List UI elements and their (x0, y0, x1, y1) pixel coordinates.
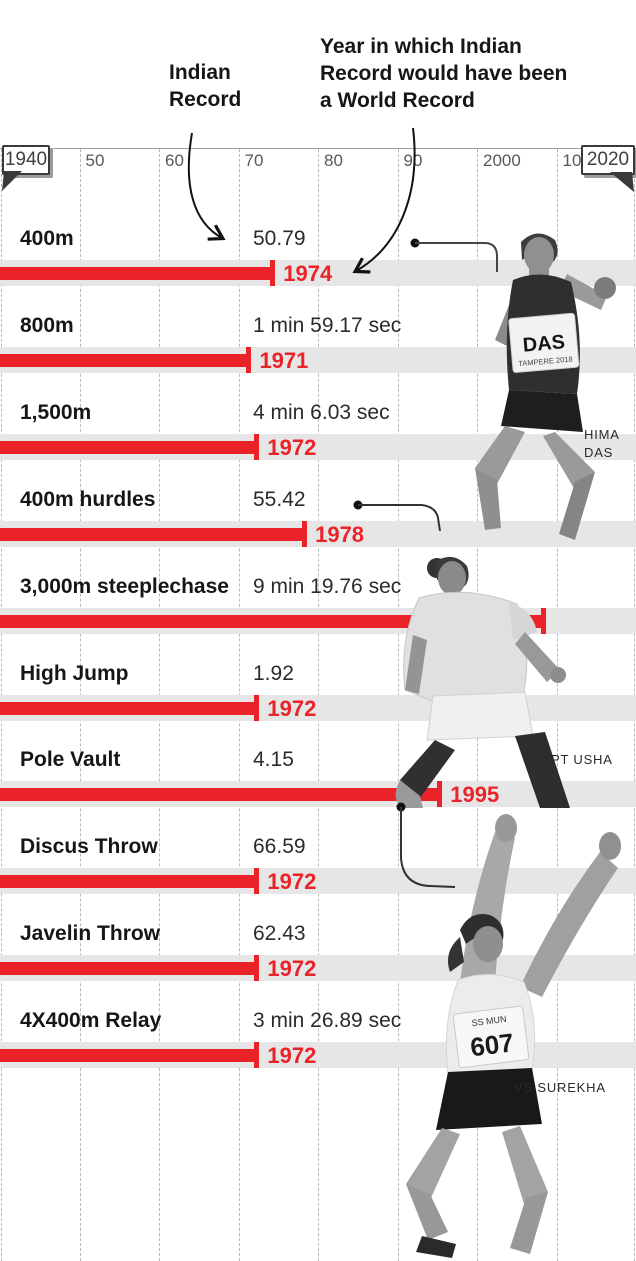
record-bar (0, 961, 255, 975)
event-label: 400m hurdles (20, 488, 156, 511)
hima-hair (521, 233, 558, 262)
world-record-year: 1972 (267, 869, 317, 894)
hima-shorts (501, 390, 583, 432)
leader-dot-1 (410, 238, 420, 248)
record-value: 4.15 (253, 748, 294, 771)
surekha-shoe (416, 1236, 456, 1258)
record-value: 3 min 26.89 sec (253, 1009, 402, 1032)
record-bar (0, 701, 255, 715)
record-bar-endcap (437, 781, 443, 807)
record-value: 66.59 (253, 835, 306, 858)
axis-end-label: 2020 (586, 149, 630, 170)
box-2020-tail (610, 172, 634, 192)
event-label: 400m (20, 227, 74, 250)
record-value: 4 min 6.03 sec (253, 401, 390, 424)
world-record-year: 1995 (450, 782, 500, 807)
record-bar-endcap (254, 695, 260, 721)
world-record-year: 1972 (267, 956, 317, 981)
event-label: Javelin Throw (20, 922, 161, 945)
record-bar (0, 440, 255, 454)
surekha-hair (460, 914, 504, 944)
axis-tick-label: 70 (244, 151, 264, 170)
world-record-year: 1971 (259, 348, 309, 373)
caption-hima-das: HIMA DAS (584, 427, 620, 460)
record-bar (0, 527, 303, 541)
leader-dot-2 (353, 500, 363, 510)
surekha-shorts (436, 1068, 542, 1130)
world-record-year: 1972 (267, 696, 317, 721)
event-label: Pole Vault (20, 748, 121, 771)
event-label: 3,000m steeplechase (20, 575, 229, 598)
event-label: Discus Throw (20, 835, 158, 858)
record-value: 9 min 19.76 sec (253, 575, 402, 598)
record-bar (0, 266, 271, 280)
axis-tick-label: 2000 (483, 151, 521, 170)
indian-record-heading: Indian Record (169, 61, 242, 111)
world-record-year: 1974 (283, 261, 333, 286)
axis-tick-label: 90 (403, 151, 423, 170)
event-label: High Jump (20, 662, 129, 685)
event-label: 1,500m (20, 401, 92, 424)
world-record-heading: Year in which Indian Record would have b… (320, 35, 568, 112)
world-record-year: 1978 (315, 522, 365, 547)
record-bar (0, 787, 438, 801)
axis-tick-label: 80 (324, 151, 343, 170)
record-value: 50.79 (253, 227, 306, 250)
usha-face (438, 561, 466, 595)
record-bar-endcap (270, 260, 276, 286)
record-value: 62.43 (253, 922, 306, 945)
record-value: 55.42 (253, 488, 306, 511)
record-bar-endcap (302, 521, 308, 547)
record-bar (0, 614, 541, 628)
photo-pt-usha (395, 556, 570, 808)
record-bar-endcap (254, 1042, 260, 1068)
timeline-axis (0, 148, 636, 149)
axis-start-box: 1940 (2, 145, 50, 175)
record-value: 1 min 59.17 sec (253, 314, 402, 337)
event-label: 4X400m Relay (20, 1009, 162, 1032)
axis-end-box: 2020 (581, 145, 635, 175)
arrow-world-record-year (356, 127, 416, 271)
record-bar-endcap (254, 955, 260, 981)
record-bar-endcap (540, 608, 546, 634)
hima-jersey (506, 274, 580, 394)
usha-hair (435, 556, 469, 586)
world-record-year: 1972 (267, 1043, 317, 1068)
axis-tick-label: 10 (562, 151, 582, 170)
axis-start-label: 1940 (4, 149, 48, 170)
record-bar-endcap (254, 868, 260, 894)
caption-vs-surekha: VS SUREKHA (514, 1080, 606, 1095)
record-value: 1.92 (253, 662, 294, 685)
record-bar-endcap (246, 347, 252, 373)
usha-arm (515, 632, 560, 682)
event-label: 800m (20, 314, 74, 337)
axis-tick-label: 60 (165, 151, 184, 170)
record-bar (0, 1048, 255, 1062)
axis-tick-label: 50 (85, 151, 105, 170)
caption-pt-usha: PT USHA (551, 752, 613, 767)
record-bar (0, 353, 247, 367)
hima-arm-back (495, 295, 525, 346)
record-bar-endcap (254, 434, 260, 460)
world-record-year: 1972 (267, 435, 317, 460)
record-bar (0, 874, 255, 888)
